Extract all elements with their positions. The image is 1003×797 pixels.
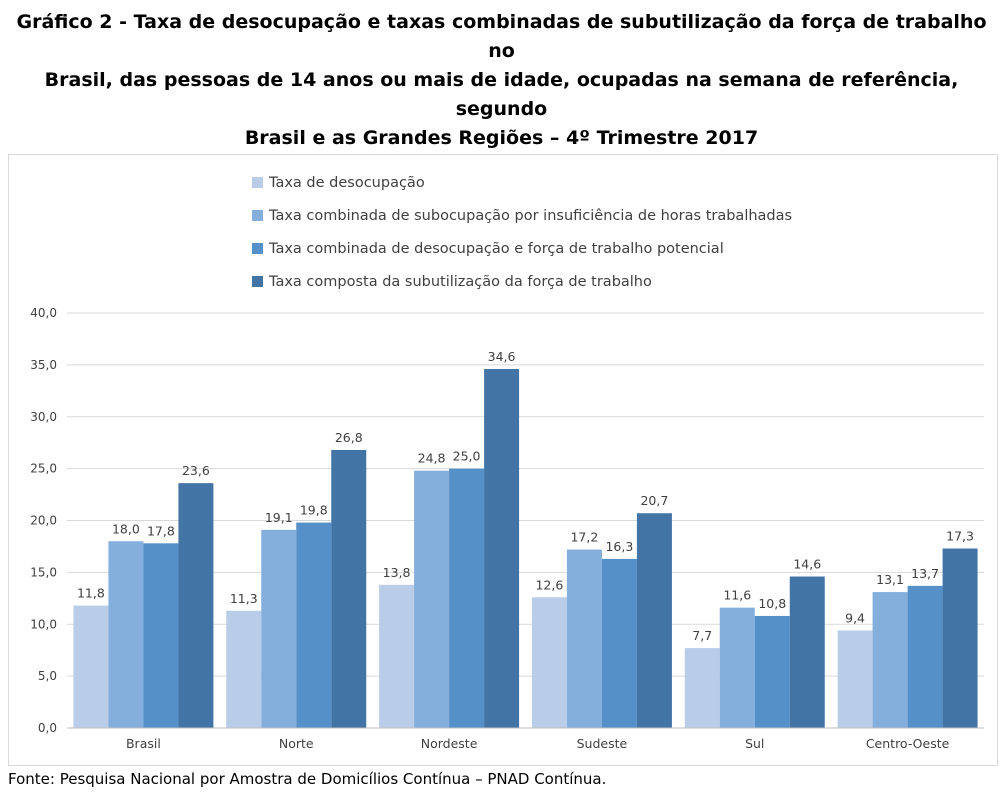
bar: [942, 548, 978, 728]
data-label: 18,0: [112, 521, 140, 536]
data-label: 11,6: [723, 588, 751, 603]
y-tick-label: 25,0: [30, 462, 57, 476]
data-label: 14,6: [793, 557, 821, 572]
y-tick-label: 40,0: [30, 306, 57, 320]
legend-label: Taxa de desocupação: [268, 175, 425, 191]
bar: [837, 630, 873, 728]
x-tick-label: Sul: [745, 736, 764, 751]
legend-swatch: [252, 177, 263, 188]
x-tick-label: Centro-Oeste: [866, 736, 950, 751]
bar: [872, 592, 908, 728]
y-tick-label: 20,0: [30, 514, 57, 528]
y-tick-label: 0,0: [38, 721, 57, 735]
bar: [566, 549, 602, 728]
y-tick-label: 5,0: [38, 669, 57, 683]
data-label: 7,7: [692, 628, 712, 643]
data-label: 20,7: [640, 493, 668, 508]
data-label: 9,4: [845, 610, 865, 625]
bar: [331, 449, 367, 728]
data-label: 19,1: [265, 510, 293, 525]
data-label: 17,3: [946, 529, 974, 544]
bar: [601, 558, 637, 728]
y-tick-label: 15,0: [30, 565, 57, 579]
legend-label: Taxa combinada de desocupação e força de…: [268, 241, 724, 257]
bar: [907, 585, 943, 728]
bar: [636, 513, 672, 728]
legend-swatch: [252, 210, 263, 221]
chart-area: Taxa de desocupação Taxa combinada de sub…: [8, 154, 998, 766]
data-label: 12,6: [535, 577, 563, 592]
legend-swatch: [252, 276, 263, 287]
data-label: 16,3: [605, 539, 633, 554]
bar: [73, 605, 109, 728]
data-label: 11,8: [77, 586, 105, 601]
bar: [143, 543, 179, 728]
source-note: Fonte: Pesquisa Nacional por Amostra de …: [8, 770, 607, 788]
x-tick-label: Sudeste: [577, 736, 628, 751]
bar: [296, 522, 332, 728]
chart-title-line: Brasil, das pessoas de 14 anos ou mais d…: [44, 69, 959, 120]
bar-chart: Taxa de desocupação Taxa combinada de sub…: [30, 175, 984, 751]
data-label: 17,8: [147, 523, 175, 538]
data-label: 34,6: [488, 349, 516, 364]
y-tick-label: 10,0: [30, 617, 57, 631]
bar: [414, 470, 450, 728]
data-label: 11,3: [230, 591, 258, 606]
chart-title: Gráfico 2 - Taxa de desocupação e taxas …: [0, 8, 1003, 153]
legend-label: Taxa combinada de subocupação por insufi…: [268, 208, 792, 224]
data-label: 26,8: [335, 430, 363, 445]
data-label: 13,7: [911, 566, 939, 581]
data-label: 19,8: [300, 503, 328, 518]
data-label: 24,8: [418, 451, 446, 466]
chart-title-line: Brasil e as Grandes Regiões – 4º Trimest…: [244, 127, 759, 149]
bar: [719, 607, 755, 728]
bar: [108, 541, 144, 728]
data-label: 17,2: [570, 530, 598, 545]
bar: [226, 610, 262, 728]
legend-label: Taxa composta da subutilização da força …: [268, 274, 652, 290]
bar: [531, 597, 567, 728]
bar: [379, 584, 415, 728]
bar: [484, 369, 520, 728]
data-label: 23,6: [182, 463, 210, 478]
x-tick-label: Norte: [279, 736, 314, 751]
y-tick-label: 35,0: [30, 358, 57, 372]
data-label: 13,8: [383, 565, 411, 580]
x-tick-label: Brasil: [126, 736, 161, 751]
x-tick-label: Nordeste: [421, 736, 478, 751]
bar: [178, 483, 214, 728]
bar: [449, 468, 485, 728]
y-tick-label: 30,0: [30, 410, 57, 424]
data-label: 25,0: [453, 449, 481, 464]
bar: [261, 529, 297, 728]
chart-title-line: Gráfico 2 - Taxa de desocupação e taxas …: [16, 11, 987, 62]
bar: [789, 576, 825, 728]
bar: [684, 648, 720, 728]
bar: [754, 615, 790, 728]
data-label: 13,1: [876, 572, 904, 587]
legend-swatch: [252, 243, 263, 254]
data-label: 10,8: [758, 596, 786, 611]
